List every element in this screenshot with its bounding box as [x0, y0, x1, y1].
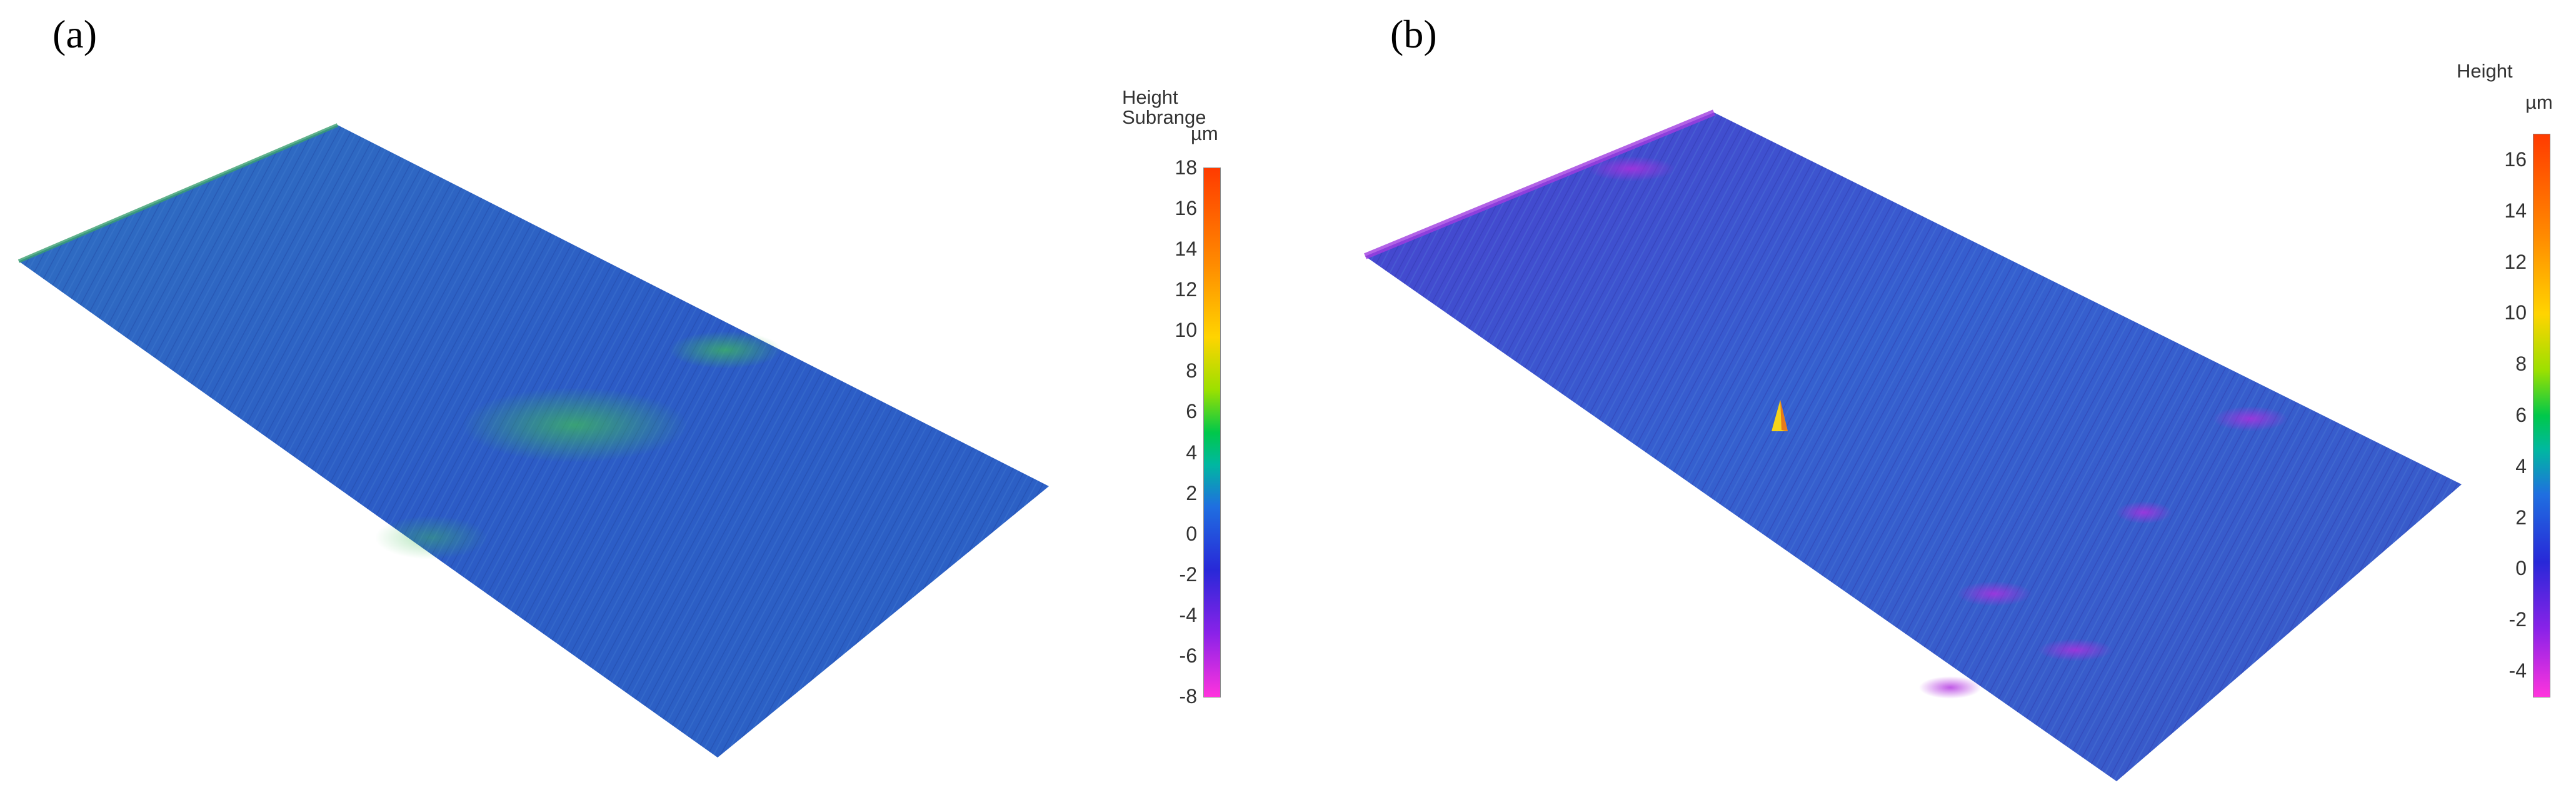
color-scale-tick-label: 6: [1186, 400, 1197, 423]
color-scale-tick-label: 14: [2504, 199, 2527, 222]
color-scale-tick-label: 18: [1175, 156, 1197, 179]
panel-a: (a) Height Subrange µm: [18, 12, 1221, 758]
panel-b: (b): [1350, 0, 2576, 805]
color-scale-tick-label: 0: [1186, 522, 1197, 545]
color-scale-tick-label: 16: [1175, 197, 1197, 220]
color-scale-tick-label: 2: [1186, 481, 1197, 504]
color-scale-tick-label: -8: [1179, 685, 1197, 708]
panel-label: (a): [53, 12, 98, 56]
color-scale-tick-label: 4: [2515, 454, 2527, 478]
surface-plot-3d: [1364, 109, 2462, 781]
legend-title: Height Subrange: [1122, 86, 1206, 128]
color-scale-tick-label: 12: [2504, 250, 2527, 273]
legend-unit: µm: [2525, 91, 2553, 113]
color-scale-bar: [2533, 134, 2550, 698]
color-scale-tick-label: 8: [1186, 359, 1197, 382]
panel-label: (b): [1390, 12, 1437, 56]
color-scale-bar: [1203, 168, 1221, 698]
legend-title: Height: [2457, 60, 2513, 82]
color-scale-tick-label: 8: [2515, 352, 2527, 376]
color-scale-tick-label: -6: [1179, 644, 1197, 667]
color-scale-tick-label: 2: [2515, 506, 2527, 529]
legend-unit: µm: [1191, 122, 1218, 144]
color-scale-tick-label: 16: [2504, 148, 2527, 171]
color-scale-tick-label: -4: [1179, 603, 1197, 626]
color-scale-tick-label: 4: [1186, 441, 1197, 464]
surface-plot-3d: [18, 123, 1049, 758]
color-scale-tick-label: 6: [2515, 404, 2527, 426]
color-scale-tick-label: -2: [2508, 608, 2527, 631]
color-scale-tick-label: 10: [2504, 301, 2527, 324]
color-scale-tick-label: -4: [2508, 659, 2527, 682]
color-scale-tick-label: 10: [1175, 319, 1197, 342]
color-scale-tick-label: 12: [1175, 278, 1197, 301]
color-scale-tick-label: 0: [2515, 557, 2527, 580]
color-scale-tick-label: -2: [1179, 562, 1197, 586]
color-scale-tick-label: 14: [1175, 238, 1197, 261]
